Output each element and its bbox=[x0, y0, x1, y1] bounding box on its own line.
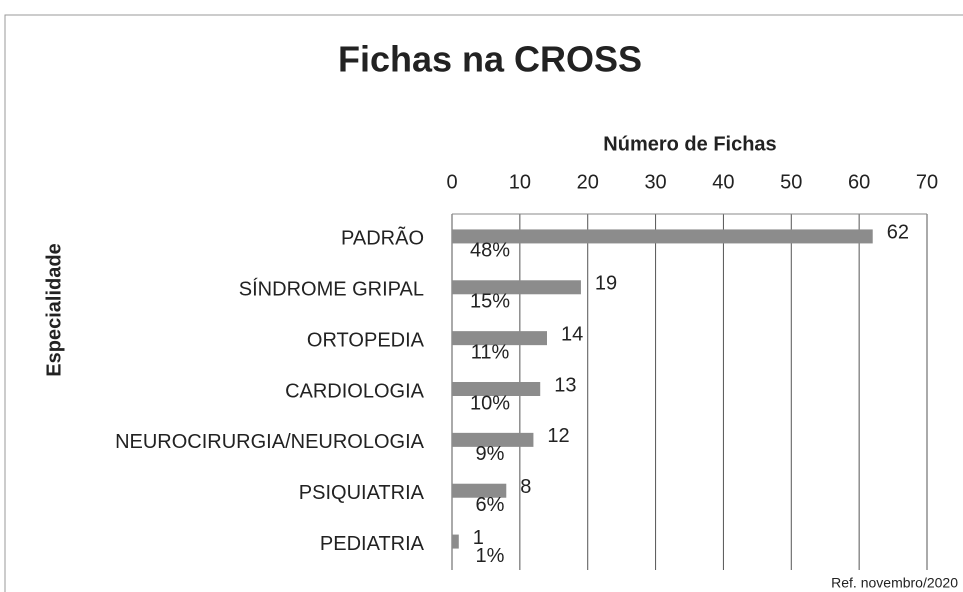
bar bbox=[452, 331, 547, 346]
percent-label: 9% bbox=[476, 443, 505, 465]
percent-label: 48% bbox=[470, 240, 510, 262]
x-tick-label: 10 bbox=[509, 171, 531, 193]
value-label: 8 bbox=[520, 476, 531, 498]
x-tick-label: 60 bbox=[848, 171, 870, 193]
footnote: Ref. novembro/2020 bbox=[831, 575, 958, 591]
x-tick-label: 0 bbox=[446, 171, 457, 193]
chart-frame bbox=[4, 14, 963, 592]
y-tick-label: ORTOPEDIA bbox=[307, 329, 425, 351]
x-tick-label: 20 bbox=[577, 171, 599, 193]
value-label: 13 bbox=[554, 374, 576, 396]
bar bbox=[452, 534, 459, 549]
y-axis-title: Especialidade bbox=[43, 243, 65, 376]
value-label: 14 bbox=[561, 323, 583, 345]
percent-label: 6% bbox=[476, 494, 505, 516]
percent-label: 10% bbox=[470, 392, 510, 414]
value-label: 62 bbox=[887, 222, 909, 244]
chart-title: Fichas na CROSS bbox=[338, 39, 642, 80]
y-tick-label: CARDIOLOGIA bbox=[285, 380, 425, 402]
percent-label: 1% bbox=[476, 545, 505, 567]
x-tick-label: 40 bbox=[712, 171, 734, 193]
y-tick-label: PSIQUIATRIA bbox=[299, 482, 425, 504]
value-label: 1 bbox=[473, 527, 484, 549]
percent-label: 15% bbox=[470, 291, 510, 313]
percent-label: 11% bbox=[471, 341, 510, 363]
y-tick-label: PEDIATRIA bbox=[320, 533, 425, 555]
x-tick-label: 50 bbox=[780, 171, 802, 193]
bar bbox=[452, 432, 534, 447]
bar bbox=[452, 229, 873, 244]
bar bbox=[452, 280, 581, 295]
x-tick-label: 30 bbox=[644, 171, 666, 193]
value-label: 19 bbox=[595, 273, 617, 295]
y-tick-label: SÍNDROME GRIPAL bbox=[239, 278, 424, 301]
value-label: 12 bbox=[547, 425, 569, 447]
bar bbox=[452, 382, 541, 396]
y-tick-label: NEUROCIRURGIA/NEUROLOGIA bbox=[115, 431, 425, 453]
x-axis-title: Número de Fichas bbox=[603, 133, 776, 155]
x-tick-label: 70 bbox=[916, 171, 938, 193]
bar bbox=[452, 483, 507, 498]
y-tick-label: PADRÃO bbox=[341, 226, 424, 250]
